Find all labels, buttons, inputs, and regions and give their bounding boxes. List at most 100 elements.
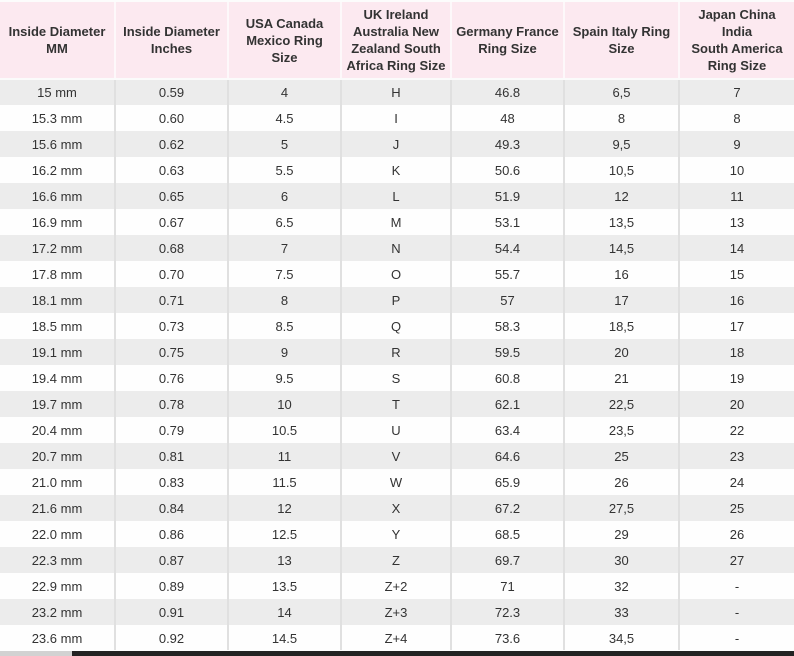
table-cell: 73.6 <box>450 625 564 651</box>
table-cell: 6,5 <box>563 79 679 105</box>
table-cell: 10 <box>227 391 341 417</box>
table-cell: R <box>340 339 451 365</box>
table-cell: 4.5 <box>227 105 341 131</box>
table-cell: 11 <box>227 443 341 469</box>
table-row: 16.9 mm 0.67 6.5 M 53.1 13,5 13 <box>0 209 794 235</box>
table-cell: N <box>340 235 451 261</box>
table-cell: 0.70 <box>114 261 228 287</box>
table-cell: 12 <box>563 183 679 209</box>
table-cell: 0.78 <box>114 391 228 417</box>
table-body: 15 mm 0.59 4 H 46.8 6,5 7 15.3 mm 0.60 4.5 I 48 8 8 15… <box>0 79 794 651</box>
table-row: 22.0 mm 0.86 12.5 Y 68.5 29 26 <box>0 521 794 547</box>
table-cell: P <box>340 287 451 313</box>
table-cell: S <box>340 365 451 391</box>
table-cell: 5.5 <box>227 157 341 183</box>
table-row: 15 mm 0.59 4 H 46.8 6,5 7 <box>0 79 794 105</box>
table-cell: 16 <box>563 261 679 287</box>
table-cell: 53.1 <box>450 209 564 235</box>
table-cell: T <box>340 391 451 417</box>
table-row: 19.4 mm 0.76 9.5 S 60.8 21 19 <box>0 365 794 391</box>
table-cell: Z <box>340 547 451 573</box>
header-cell-spain-italy: Spain Italy Ring Size <box>563 0 679 80</box>
table-cell: Q <box>340 313 451 339</box>
table-cell: K <box>340 157 451 183</box>
table-cell: - <box>678 573 794 599</box>
table-cell: I <box>340 105 451 131</box>
table-cell: Z+4 <box>340 625 451 651</box>
table-cell: 0.75 <box>114 339 228 365</box>
table-cell: 0.62 <box>114 131 228 157</box>
table-row: 15.6 mm 0.62 5 J 49.3 9,5 9 <box>0 131 794 157</box>
table-cell: 50.6 <box>450 157 564 183</box>
table-cell: 24 <box>678 469 794 495</box>
table-cell: 8.5 <box>227 313 341 339</box>
table-cell: U <box>340 417 451 443</box>
table-cell: 16.6 mm <box>31 188 83 204</box>
table-cell: 8 <box>227 287 341 313</box>
table-cell: 29 <box>563 521 679 547</box>
table-cell: 9,5 <box>563 131 679 157</box>
table-cell: 15.3 mm <box>31 110 83 126</box>
table-cell: 32 <box>563 573 679 599</box>
table-cell: 13 <box>227 547 341 573</box>
table-cell: 17.8 mm <box>31 266 83 282</box>
table-header: Inside Diameter MM Inside Diameter Inche… <box>0 0 794 80</box>
table-cell: 63.4 <box>450 417 564 443</box>
table-cell: 10 <box>678 157 794 183</box>
table-row: 16.2 mm 0.63 5.5 K 50.6 10,5 10 <box>0 157 794 183</box>
table-row: 17.8 mm 0.70 7.5 O 55.7 16 15 <box>0 261 794 287</box>
table-cell: 19.1 mm <box>31 344 83 360</box>
header-cell-inside-diameter-inches: Inside Diameter Inches <box>114 0 228 80</box>
table-cell: 7.5 <box>227 261 341 287</box>
table-cell: 18 <box>678 339 794 365</box>
table-row: 18.5 mm 0.73 8.5 Q 58.3 18,5 17 <box>0 313 794 339</box>
cropped-bottom-strip <box>0 650 794 656</box>
table-cell: 21.6 mm <box>31 500 83 516</box>
table-cell: 0.63 <box>114 157 228 183</box>
table-row: 17.2 mm 0.68 7 N 54.4 14,5 14 <box>0 235 794 261</box>
table-cell: 0.76 <box>114 365 228 391</box>
table-cell: 23.6 mm <box>31 630 83 646</box>
table-cell: 23 <box>678 443 794 469</box>
table-cell: V <box>340 443 451 469</box>
table-cell: 5 <box>227 131 341 157</box>
table-cell: 68.5 <box>450 521 564 547</box>
table-cell: 13.5 <box>227 573 341 599</box>
table-cell: 17.2 mm <box>31 240 83 256</box>
table-cell: M <box>340 209 451 235</box>
table-cell: L <box>340 183 451 209</box>
table-cell: Y <box>340 521 451 547</box>
table-row: 15.3 mm 0.60 4.5 I 48 8 8 <box>0 105 794 131</box>
table-cell: 22 <box>678 417 794 443</box>
bottom-dark-bar <box>72 651 794 656</box>
table-cell: 0.89 <box>114 573 228 599</box>
table-cell: 13 <box>678 209 794 235</box>
table-cell: 26 <box>563 469 679 495</box>
table-cell: 0.84 <box>114 495 228 521</box>
table-row: 23.6 mm 0.92 14.5 Z+4 73.6 34,5- <box>0 625 794 651</box>
header-cell-inside-diameter-mm: Inside Diameter MM <box>0 0 115 80</box>
table-cell: 34,5 <box>563 625 679 651</box>
table-cell: 12.5 <box>227 521 341 547</box>
table-cell: 22.3 mm <box>31 552 83 568</box>
table-cell: X <box>340 495 451 521</box>
table-cell: 6.5 <box>227 209 341 235</box>
table-cell: 15 mm <box>37 85 77 100</box>
table-cell: 19.7 mm <box>31 396 83 412</box>
table-cell: 18.5 mm <box>31 318 83 334</box>
table-cell: 9.5 <box>227 365 341 391</box>
header-cell-usa-canada-mexico: USA Canada Mexico Ring Size <box>227 0 341 80</box>
table-cell: 22.0 mm <box>31 526 83 542</box>
table-cell: 18,5 <box>563 313 679 339</box>
table-cell: 11.5 <box>227 469 341 495</box>
table-cell: 71 <box>450 573 564 599</box>
table-cell: 65.9 <box>450 469 564 495</box>
table-cell: 0.91 <box>114 599 228 625</box>
table-cell: 0.68 <box>114 235 228 261</box>
table-cell: 46.8 <box>450 79 564 105</box>
table-cell: 12 <box>227 495 341 521</box>
table-row: 19.7 mm 0.78 10 T 62.1 22,5 20 <box>0 391 794 417</box>
table-cell: 4 <box>227 79 341 105</box>
table-cell: 8 <box>563 105 679 131</box>
